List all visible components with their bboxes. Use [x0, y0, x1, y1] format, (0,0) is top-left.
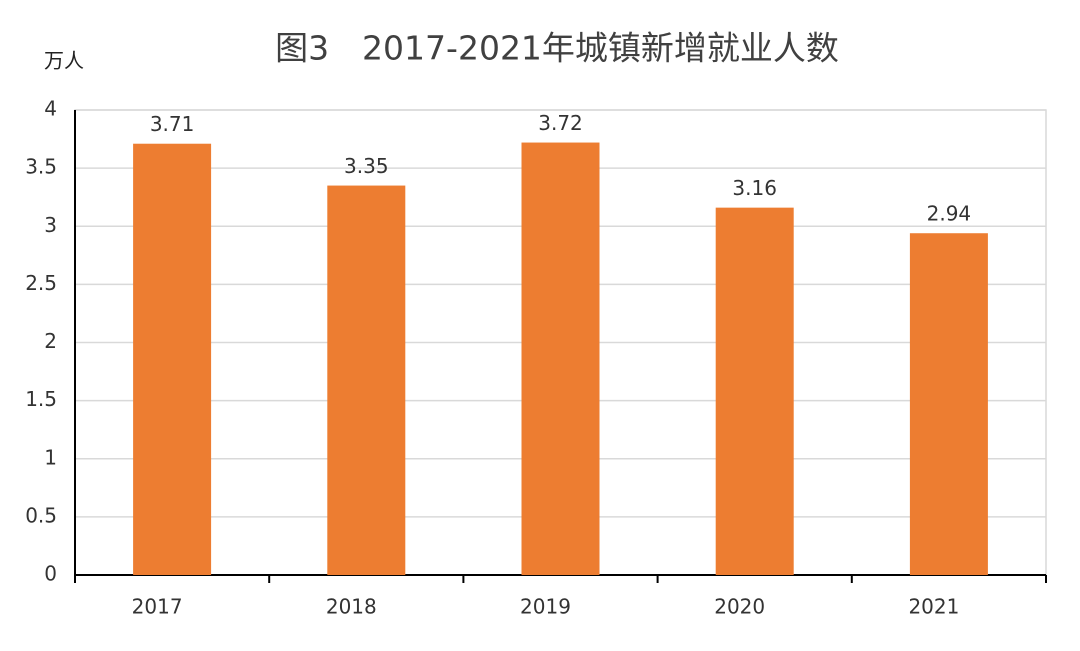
y-tick-label: 4 [44, 97, 57, 121]
y-axis-label: 万人 [44, 49, 84, 73]
value-label: 3.71 [150, 112, 195, 136]
bar [133, 143, 212, 575]
value-label: 3.16 [732, 176, 777, 200]
y-tick-label: 0.5 [25, 503, 57, 527]
value-label: 3.72 [538, 111, 583, 135]
x-tick-label: 2018 [326, 595, 377, 619]
bar [715, 207, 794, 575]
y-tick-label: 2 [44, 329, 57, 353]
value-label: 3.35 [344, 154, 389, 178]
bar [327, 185, 406, 575]
y-tick-label: 2.5 [25, 271, 57, 295]
bar [909, 233, 988, 575]
x-tick-label: 2021 [908, 595, 959, 619]
chart-title: 图3 2017-2021年城镇新增就业人数 [275, 29, 839, 68]
y-tick-label: 1.5 [25, 387, 57, 411]
x-tick-label: 2020 [714, 595, 765, 619]
y-tick-label: 1 [44, 445, 57, 469]
value-label: 2.94 [927, 202, 972, 226]
y-tick-label: 3.5 [25, 155, 57, 179]
bar [521, 142, 600, 576]
y-tick-label: 0 [44, 562, 57, 586]
x-tick-label: 2019 [520, 595, 571, 619]
x-tick-label: 2017 [132, 595, 183, 619]
y-tick-label: 3 [44, 213, 57, 237]
